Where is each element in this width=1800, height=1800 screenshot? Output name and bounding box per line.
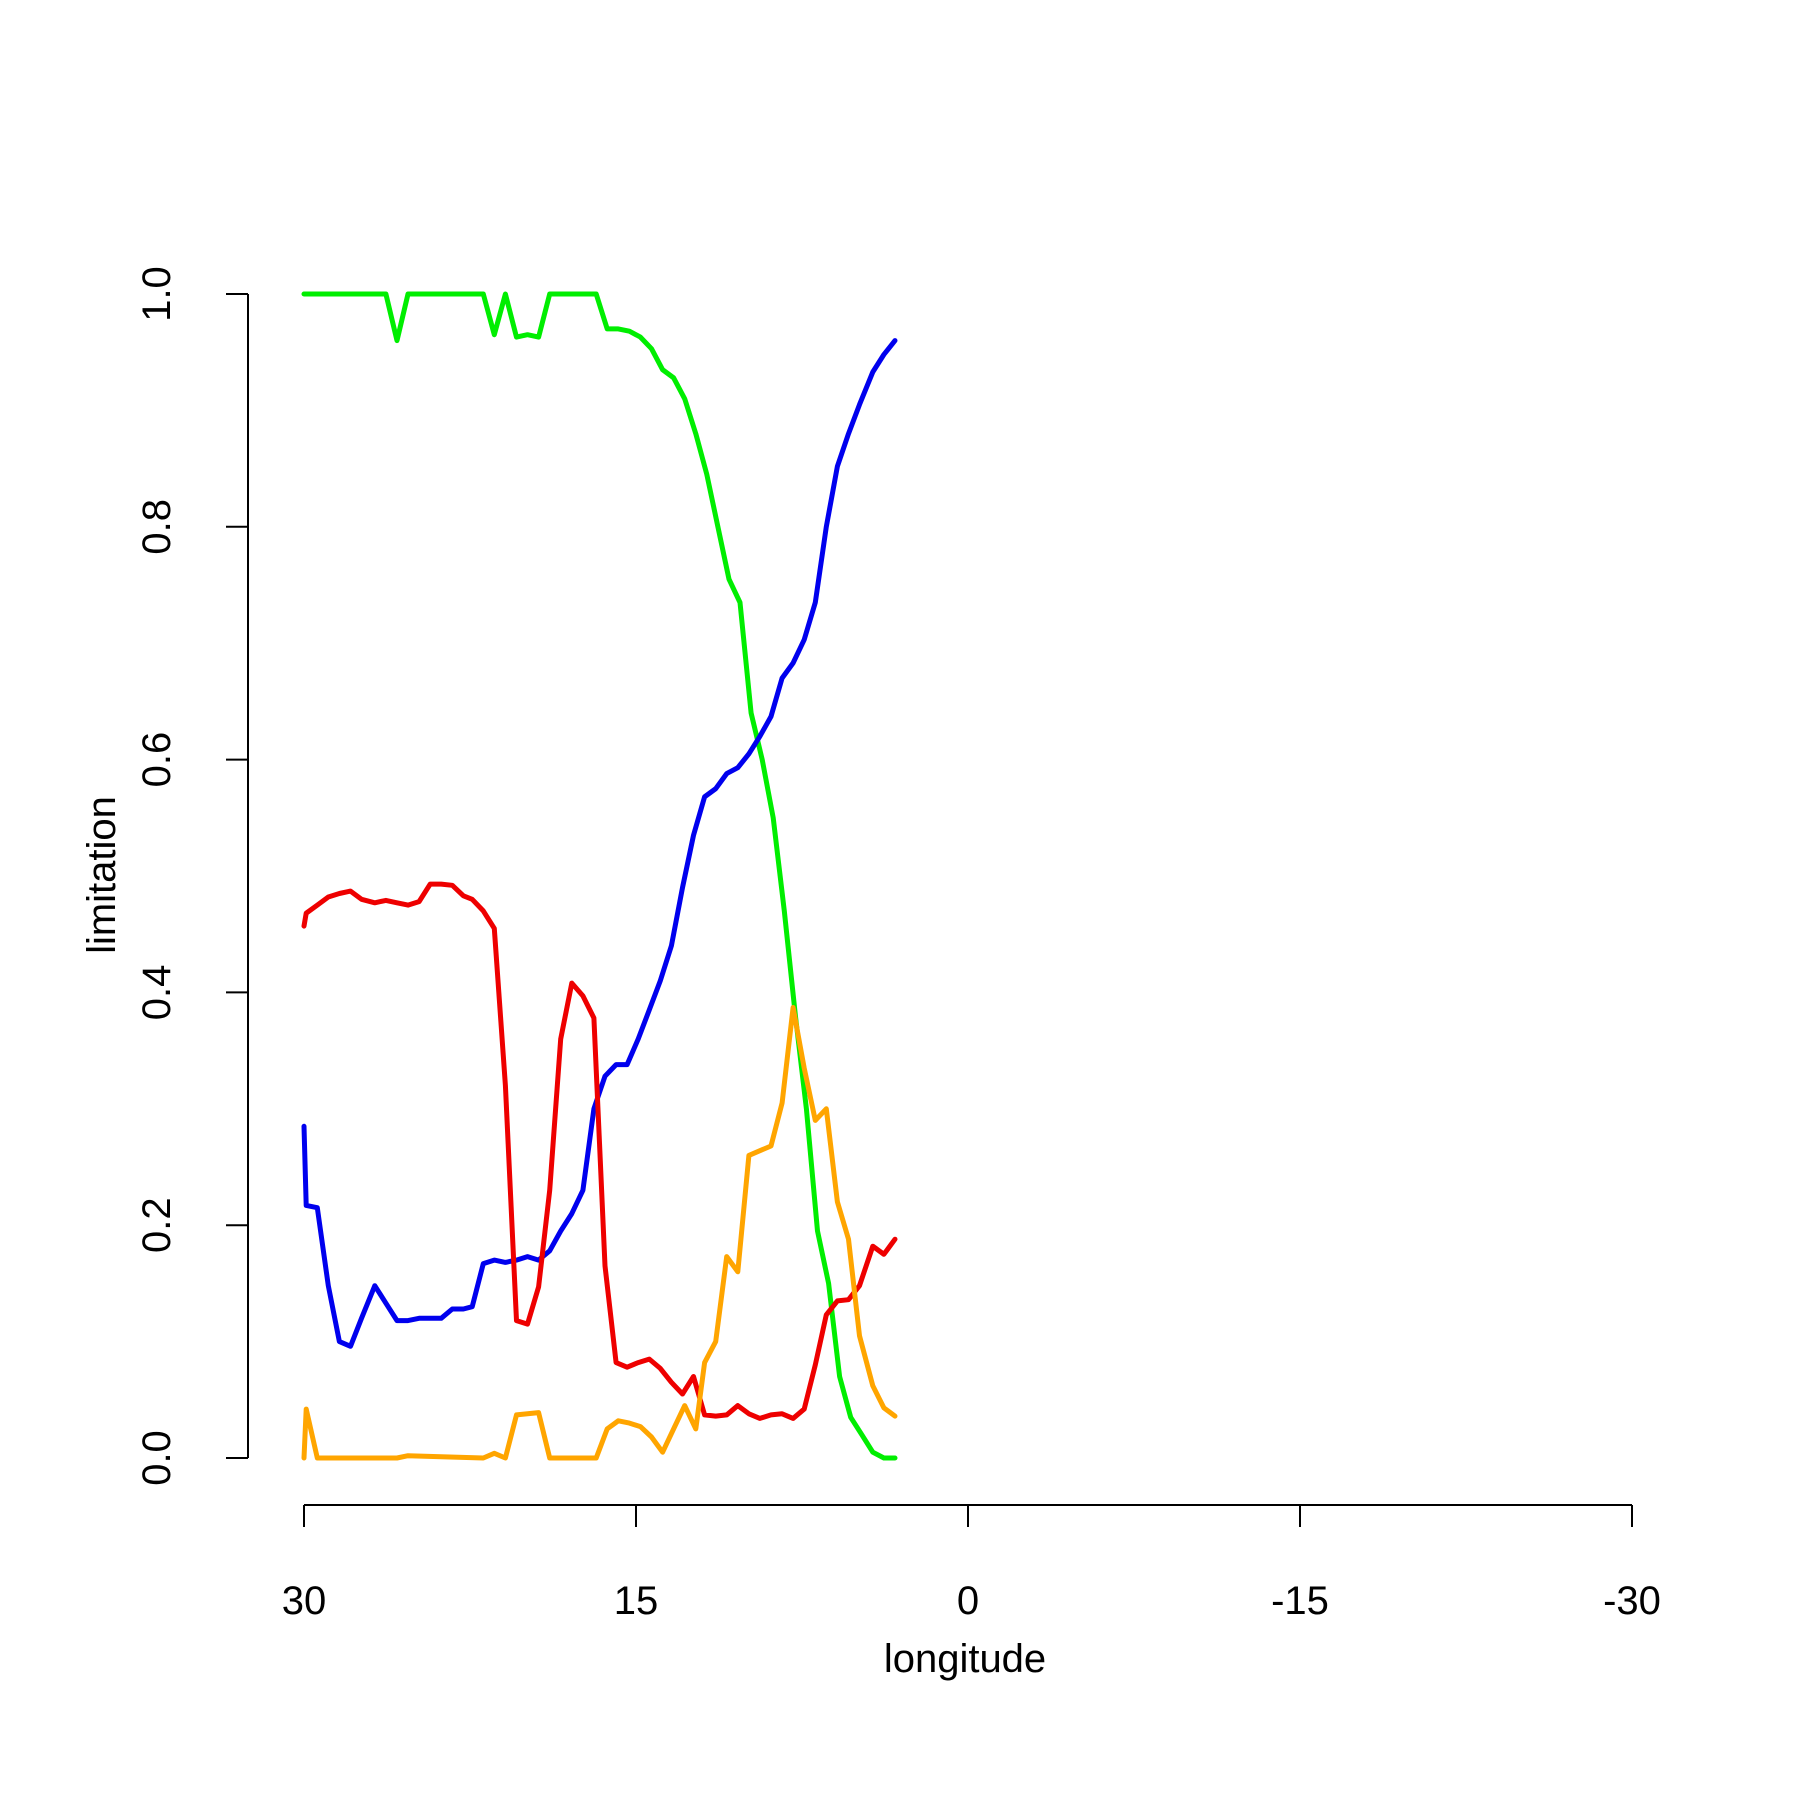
series-line-2: [301, 338, 898, 1349]
x-tick-label: 0: [957, 1579, 979, 1623]
y-tick-label: 0.2: [135, 1197, 179, 1253]
y-tick-label: 1.0: [135, 266, 179, 322]
y-tick-label: 0.0: [135, 1430, 179, 1486]
x-tick-label: 30: [282, 1579, 327, 1623]
x-tick-label: -15: [1271, 1579, 1329, 1623]
series-line-3: [301, 881, 898, 1421]
y-tick-label: 0.8: [135, 499, 179, 555]
plot-area: [301, 291, 898, 1461]
y-axis-ticks: 0.0 0.2 0.4 0.6 0.8 1.0: [135, 266, 248, 1486]
series-line-4: [301, 1005, 898, 1461]
x-axis-ticks: 30 15 0 -15 -30: [282, 1505, 1661, 1623]
y-tick-label: 0.6: [135, 732, 179, 788]
y-axis-title: limitation: [80, 796, 124, 954]
y-tick-label: 0.4: [135, 965, 179, 1021]
x-axis-title: longitude: [884, 1637, 1046, 1681]
x-tick-label: 15: [614, 1579, 659, 1623]
series-line-1: [301, 291, 898, 1461]
x-tick-label: -30: [1603, 1579, 1661, 1623]
